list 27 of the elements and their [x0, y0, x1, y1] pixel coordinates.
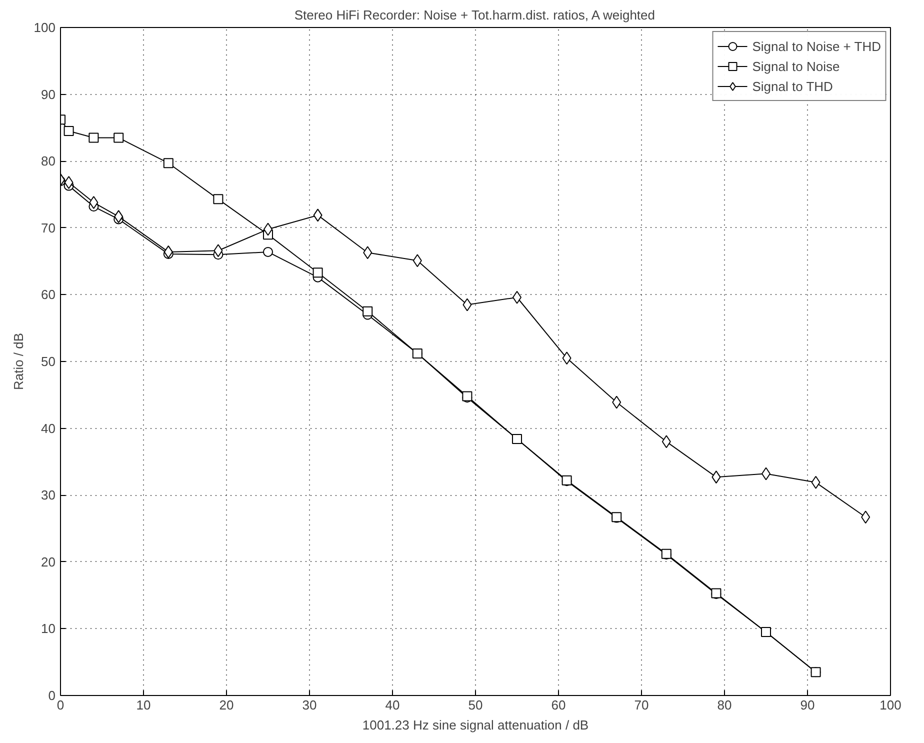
x-tick-label: 70: [634, 698, 649, 712]
y-tick-label: 50: [41, 354, 56, 369]
y-tick-label: 20: [41, 554, 56, 570]
y-tick-label: 100: [34, 20, 56, 35]
y-axis-title: Ratio / dB: [10, 332, 26, 390]
y-tick-label: 30: [41, 488, 56, 503]
y-tick-label: 70: [41, 220, 56, 236]
y-tick-label: 10: [41, 621, 56, 636]
y-tick-label: 90: [41, 86, 56, 102]
y-tick-label: 40: [41, 420, 56, 436]
y-tick-label: 0: [48, 688, 56, 703]
legend-label: Signal to Noise + THD: [752, 38, 881, 54]
x-tick-label: 60: [551, 698, 566, 712]
x-tick-label: 30: [302, 698, 317, 712]
chart-title: Stereo HiFi Recorder: Noise + Tot.harm.dist. ratios, A weighted: [294, 8, 656, 22]
y-tick-label: 60: [41, 287, 56, 302]
y-tick-label: 80: [41, 154, 56, 169]
x-tick-label: 100: [880, 698, 902, 712]
x-tick-label: 80: [717, 698, 732, 712]
legend-label: Signal to Noise: [752, 58, 840, 74]
x-axis-title: 1001.23 Hz sine signal attenuation / dB: [362, 718, 589, 732]
x-tick-label: 50: [468, 698, 483, 712]
x-tick-label: 90: [800, 698, 815, 712]
legend-label: Signal to THD: [752, 78, 833, 94]
x-tick-label: 40: [385, 698, 400, 712]
x-tick-label: 20: [219, 698, 234, 712]
x-tick-label: 10: [136, 698, 151, 712]
